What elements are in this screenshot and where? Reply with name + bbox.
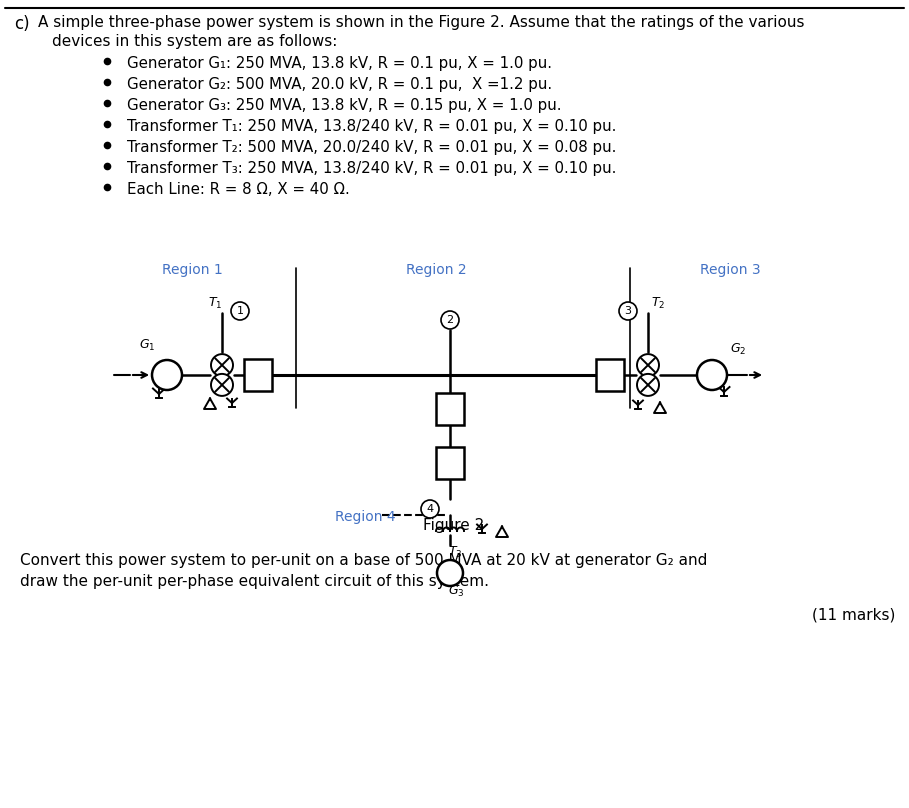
Text: $G_3$: $G_3$ (448, 584, 464, 599)
Text: 2: 2 (446, 315, 454, 325)
Circle shape (152, 360, 182, 390)
Text: Generator G₁: 250 MVA, 13.8 kV, R = 0.1 pu, X = 1.0 pu.: Generator G₁: 250 MVA, 13.8 kV, R = 0.1 … (127, 56, 552, 71)
Bar (436, 393, 464, 425)
Text: 3: 3 (624, 306, 632, 316)
Circle shape (637, 374, 659, 396)
Text: Region 2: Region 2 (406, 263, 466, 277)
Circle shape (441, 311, 459, 329)
Text: c): c) (14, 15, 30, 33)
Text: draw the per-unit per-phase equivalent circuit of this system.: draw the per-unit per-phase equivalent c… (20, 574, 489, 589)
Text: $T_1$: $T_1$ (208, 296, 223, 311)
Text: (11 marks): (11 marks) (812, 608, 895, 623)
Text: Transformer T₁: 250 MVA, 13.8/240 kV, R = 0.01 pu, X = 0.10 pu.: Transformer T₁: 250 MVA, 13.8/240 kV, R … (127, 119, 616, 134)
Text: Convert this power system to per-unit on a base of 500 MVA at 20 kV at generator: Convert this power system to per-unit on… (20, 553, 707, 568)
Text: Region 4: Region 4 (335, 510, 395, 524)
Circle shape (437, 560, 463, 586)
Text: devices in this system are as follows:: devices in this system are as follows: (52, 34, 337, 49)
Text: Generator G₂: 500 MVA, 20.0 kV, R = 0.1 pu,  X =1.2 pu.: Generator G₂: 500 MVA, 20.0 kV, R = 0.1 … (127, 77, 552, 92)
Text: $G_2$: $G_2$ (730, 342, 746, 357)
Text: 1: 1 (236, 306, 244, 316)
Text: $T_3$: $T_3$ (448, 545, 463, 560)
Text: Generator G₃: 250 MVA, 13.8 kV, R = 0.15 pu, X = 1.0 pu.: Generator G₃: 250 MVA, 13.8 kV, R = 0.15… (127, 98, 562, 113)
Bar (244, 359, 272, 391)
Text: Each Line: R = 8 Ω, X = 40 Ω.: Each Line: R = 8 Ω, X = 40 Ω. (127, 182, 350, 197)
Bar (436, 447, 464, 479)
Circle shape (619, 302, 637, 320)
Text: Transformer T₃: 250 MVA, 13.8/240 kV, R = 0.01 pu, X = 0.10 pu.: Transformer T₃: 250 MVA, 13.8/240 kV, R … (127, 161, 616, 176)
Bar (596, 359, 624, 391)
Text: Region 3: Region 3 (700, 263, 761, 277)
Text: A simple three-phase power system is shown in the Figure 2. Assume that the rati: A simple three-phase power system is sho… (38, 15, 804, 30)
Text: 4: 4 (426, 504, 434, 514)
Text: Region 1: Region 1 (162, 263, 223, 277)
Text: Figure 2: Figure 2 (424, 518, 484, 533)
Circle shape (637, 354, 659, 376)
Circle shape (697, 360, 727, 390)
Text: Transformer T₂: 500 MVA, 20.0/240 kV, R = 0.01 pu, X = 0.08 pu.: Transformer T₂: 500 MVA, 20.0/240 kV, R … (127, 140, 616, 155)
Text: $G_1$: $G_1$ (139, 338, 155, 353)
Circle shape (231, 302, 249, 320)
Text: $T_2$: $T_2$ (651, 296, 665, 311)
Circle shape (211, 374, 233, 396)
Circle shape (211, 354, 233, 376)
Circle shape (421, 500, 439, 518)
